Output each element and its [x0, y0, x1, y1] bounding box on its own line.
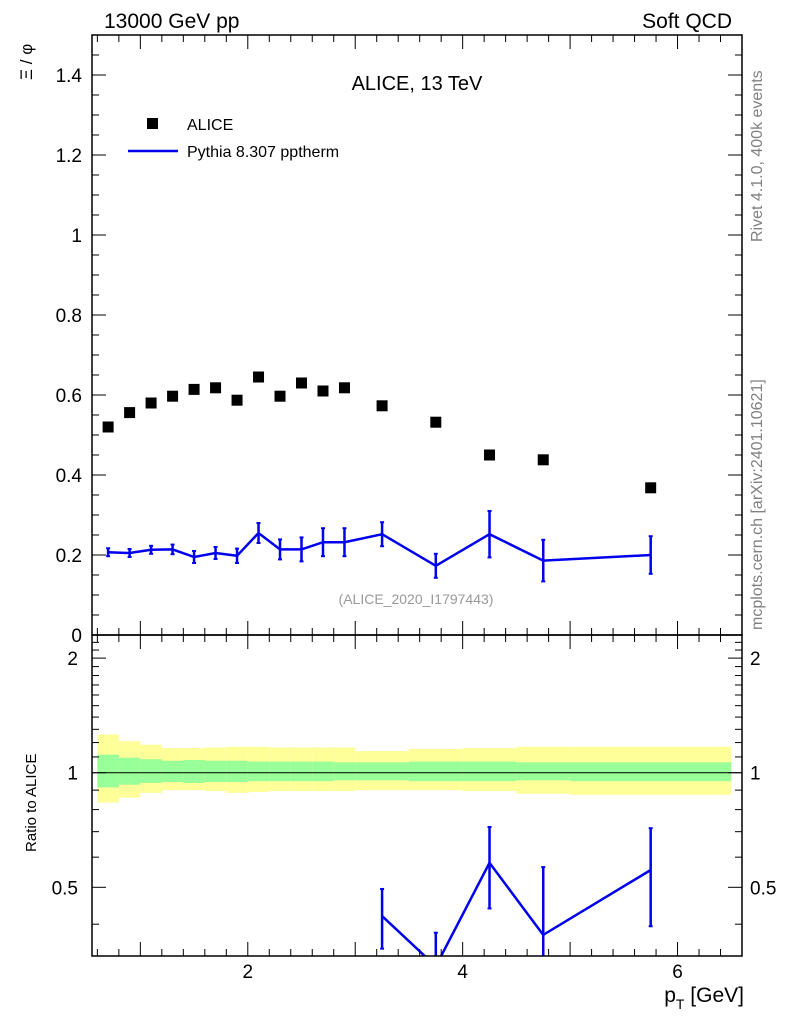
y-axis-title-separator: /	[17, 55, 36, 69]
analysis-watermark: (ALICE_2020_I1797443)	[339, 591, 494, 607]
main-y-tick-label: 0.2	[56, 546, 82, 567]
alice-data-point	[210, 382, 222, 394]
x-axis-title-main: p	[664, 984, 676, 1007]
ratio-y-tick-label-right: 2	[750, 649, 761, 670]
ratio-pythia-line	[381, 860, 652, 956]
ratio-y-tick-label: 1	[67, 764, 78, 785]
alice-data-point	[145, 397, 157, 409]
ratio-inner-uncertainty-band	[247, 761, 270, 782]
pythia-series-line	[108, 531, 651, 568]
x-tick-label: 6	[672, 962, 683, 983]
alice-data-point	[430, 416, 442, 428]
ratio-y-tick-label-right: 1	[750, 764, 761, 785]
alice-data-point	[537, 454, 549, 466]
alice-data-point	[484, 449, 496, 461]
main-plot-panel: ALICE, 13 TeV (ALICE_2020_I1797443) ALIC…	[17, 34, 743, 647]
ratio-inner-uncertainty-band	[140, 759, 162, 783]
x-tick-label: 2	[242, 962, 253, 983]
main-y-tick-label: 0.8	[56, 306, 82, 327]
ratio-y-tick-label: 0.5	[52, 878, 78, 899]
main-y-tick-label: 0.6	[56, 386, 82, 407]
mcplots-source-label: mcplots.cern.ch [arXiv:2401.10621]	[749, 379, 766, 630]
legend-marker-alice	[147, 118, 158, 129]
ratio-inner-uncertainty-band	[570, 762, 732, 782]
header-right-label: Soft QCD	[642, 10, 732, 33]
ratio-inner-uncertainty-band	[408, 761, 463, 782]
x-tick-label: 4	[457, 962, 468, 983]
ratio-inner-uncertainty-band	[290, 761, 313, 782]
svg-text:Ξ / φ: Ξ / φ	[17, 44, 36, 80]
alice-data-point	[274, 390, 286, 402]
main-plot-data	[102, 371, 657, 583]
main-y-tick-label: 0.4	[56, 466, 83, 487]
main-y-tick-label: 1.2	[56, 146, 82, 167]
ratio-plot-frame	[91, 634, 743, 957]
ratio-y-axis-title: Ratio to ALICE	[23, 754, 40, 852]
alice-data-point	[645, 482, 657, 494]
ratio-y-tick-label-right: 0.5	[750, 878, 776, 899]
alice-data-point	[124, 407, 136, 419]
ratio-inner-uncertainty-band	[118, 757, 141, 785]
ratio-inner-uncertainty-band	[97, 754, 119, 788]
main-y-tick-label: 1.4	[56, 66, 83, 87]
plot-title: ALICE, 13 TeV	[352, 73, 483, 95]
alice-data-point	[296, 377, 308, 389]
ratio-inner-uncertainty-band	[204, 760, 227, 783]
alice-data-point	[188, 383, 200, 395]
ratio-axes: 2 4 6 0.5 0.5 1 1 2 2	[52, 635, 776, 983]
legend: ALICE Pythia 8.307 pptherm	[128, 117, 339, 161]
ratio-inner-uncertainty-band	[333, 762, 356, 781]
y-axis-title-numerator: Ξ	[17, 69, 36, 80]
ratio-inner-uncertainty-band	[462, 761, 517, 782]
legend-label-alice: ALICE	[187, 117, 233, 134]
alice-data-point	[102, 421, 114, 433]
alice-data-point	[376, 400, 388, 412]
ratio-inner-uncertainty-band	[269, 761, 291, 782]
main-y-tick-label: 0	[71, 626, 82, 647]
x-axis-title: pT [GeV]	[664, 984, 744, 1012]
x-axis-title-unit: [GeV]	[684, 984, 744, 1007]
header-left-label: 13000 GeV pp	[104, 10, 239, 33]
ratio-inner-uncertainty-band	[226, 760, 248, 783]
y-axis-title-denominator: φ	[17, 44, 36, 55]
ratio-plot-panel: Ratio to ALICE 2 4 6 0.5 0.5 1 1 2 2 pT [GeV]	[23, 634, 776, 1012]
alice-data-point	[231, 394, 243, 406]
ratio-inner-uncertainty-band	[516, 762, 571, 781]
ratio-inner-uncertainty-band	[183, 759, 205, 783]
rivet-version-label: Rivet 4.1.0, 400k events	[749, 70, 766, 242]
ratio-plot-data	[92, 734, 742, 956]
ratio-inner-uncertainty-band	[355, 762, 409, 781]
alice-data-point	[338, 382, 350, 394]
x-axis-title-subscript: T	[676, 996, 685, 1012]
ratio-y-tick-label: 2	[67, 649, 78, 670]
ratio-inner-uncertainty-band	[312, 761, 334, 782]
main-y-tick-label: 1	[71, 226, 82, 247]
alice-data-point	[253, 371, 265, 383]
ratio-inner-uncertainty-band	[161, 760, 184, 783]
alice-data-point	[317, 385, 329, 397]
alice-data-point	[167, 390, 179, 402]
legend-label-pythia: Pythia 8.307 pptherm	[187, 144, 339, 161]
main-y-axis-title: Ξ / φ	[17, 44, 36, 80]
